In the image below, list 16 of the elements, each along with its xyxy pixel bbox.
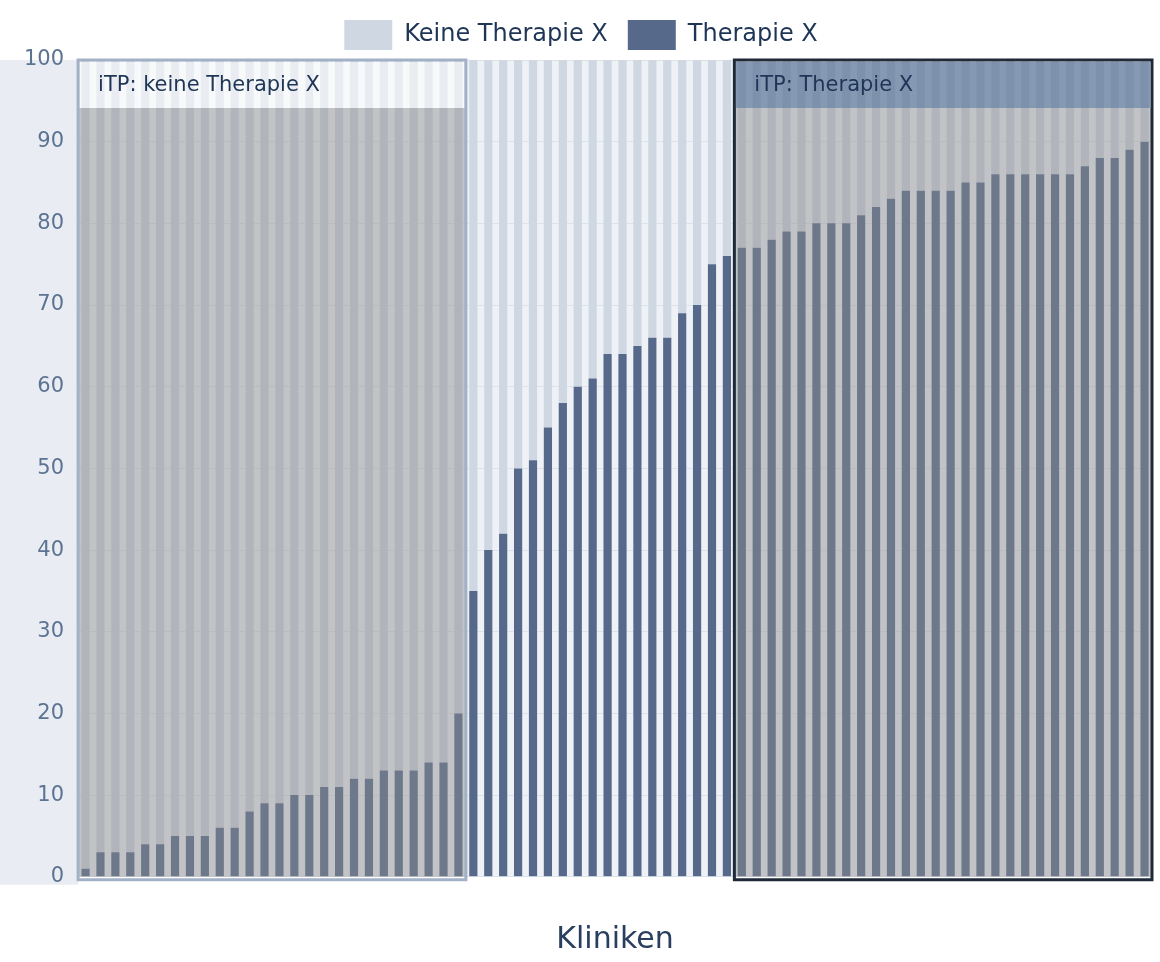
y-tick-label: 10 — [37, 781, 65, 806]
y-tick-label: 100 — [23, 46, 65, 71]
x-axis-title: Kliniken — [556, 919, 674, 955]
legend-label: Therapie X — [686, 19, 818, 48]
y-tick-label: 70 — [37, 291, 65, 316]
y-tick-label: 20 — [37, 699, 65, 724]
annotation: iTP: Therapie X — [754, 72, 914, 96]
y-tick-label: 30 — [37, 618, 65, 643]
y-tick-label: 0 — [50, 863, 65, 888]
annotation: iTP: keine Therapie X — [98, 72, 320, 96]
y-tick-label: 60 — [37, 373, 65, 398]
legend-label: Keine Therapie X — [404, 19, 608, 48]
y-tick-label: 50 — [37, 454, 65, 479]
y-tick-label: 90 — [37, 128, 65, 153]
y-tick-label: 40 — [37, 536, 65, 561]
y-tick-label: 80 — [37, 209, 65, 234]
